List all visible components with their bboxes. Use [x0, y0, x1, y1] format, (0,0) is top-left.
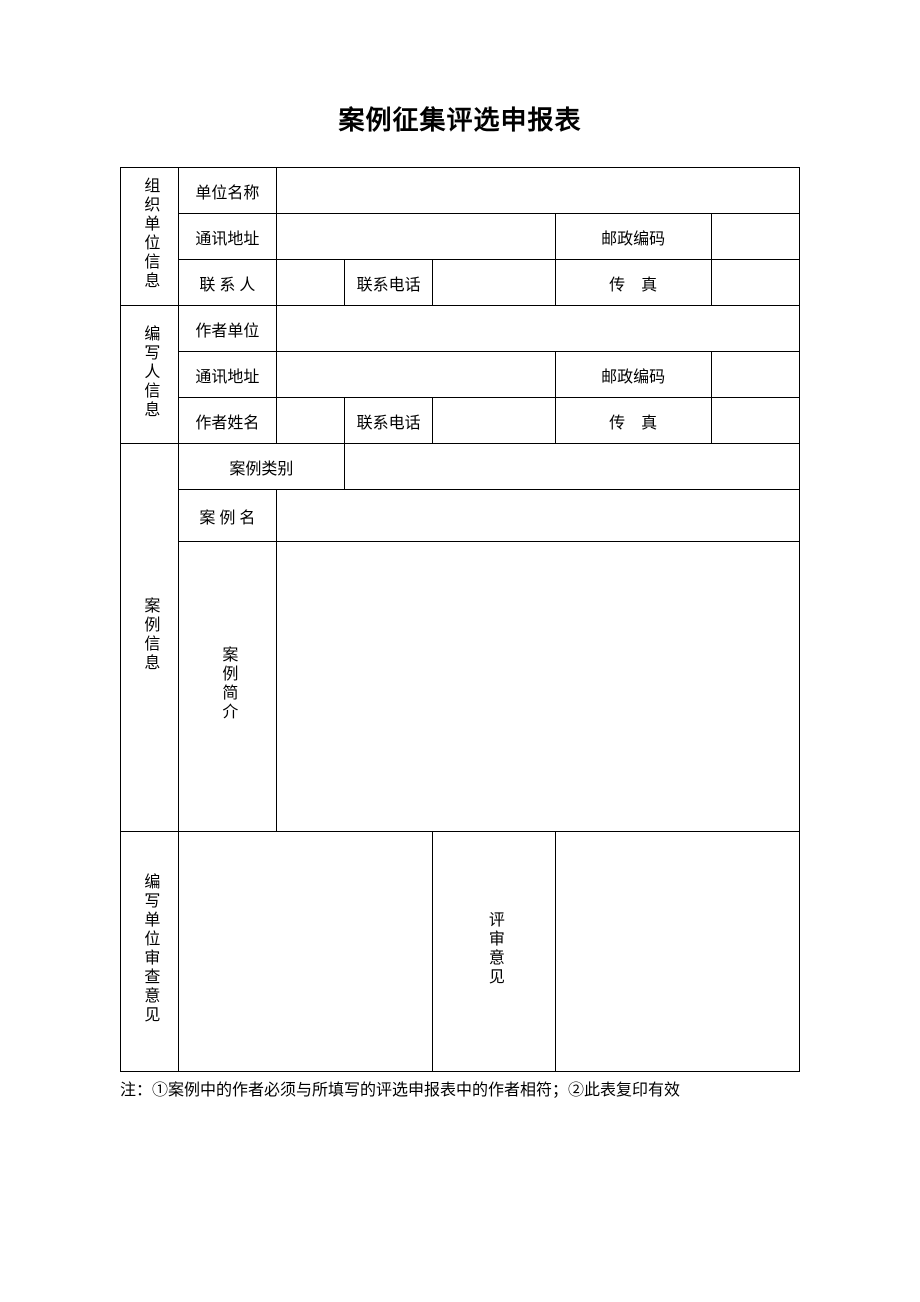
section4-header2: 评审意见	[433, 832, 555, 1072]
value-org-contact[interactable]	[277, 260, 345, 306]
label-case-category: 案例类别	[178, 444, 344, 490]
label-author-address: 通讯地址	[178, 352, 276, 398]
value-author-fax[interactable]	[711, 398, 799, 444]
section1-header: 组织单位信息	[121, 168, 179, 306]
value-case-name[interactable]	[277, 490, 800, 542]
label-author-phone: 联系电话	[345, 398, 433, 444]
label-case-name: 案 例 名	[178, 490, 276, 542]
value-author-name[interactable]	[277, 398, 345, 444]
section2-header: 编写人信息	[121, 306, 179, 444]
value-unit-name[interactable]	[277, 168, 800, 214]
label-org-fax: 传 真	[555, 260, 711, 306]
value-org-phone[interactable]	[433, 260, 555, 306]
form-table: 组织单位信息 单位名称 通讯地址 邮政编码 联 系 人 联系电话 传 真 编写人…	[120, 167, 800, 1072]
value-case-category[interactable]	[345, 444, 800, 490]
label-author-name: 作者姓名	[178, 398, 276, 444]
label-author-postcode: 邮政编码	[555, 352, 711, 398]
label-case-brief: 案例简介	[178, 542, 276, 832]
value-eval-review[interactable]	[555, 832, 799, 1072]
label-org-address: 通讯地址	[178, 214, 276, 260]
label-author-fax: 传 真	[555, 398, 711, 444]
label-org-contact: 联 系 人	[178, 260, 276, 306]
section4-header1: 编写单位审查意见	[121, 832, 179, 1072]
value-unit-review[interactable]	[178, 832, 433, 1072]
value-org-fax[interactable]	[711, 260, 799, 306]
value-org-address[interactable]	[277, 214, 555, 260]
value-org-postcode[interactable]	[711, 214, 799, 260]
value-author-phone[interactable]	[433, 398, 555, 444]
value-author-unit[interactable]	[277, 306, 800, 352]
label-org-postcode: 邮政编码	[555, 214, 711, 260]
label-unit-name: 单位名称	[178, 168, 276, 214]
value-case-brief[interactable]	[277, 542, 800, 832]
footnote: 注：①案例中的作者必须与所填写的评选申报表中的作者相符；②此表复印有效	[120, 1078, 800, 1104]
label-org-phone: 联系电话	[345, 260, 433, 306]
page-title: 案例征集评选申报表	[120, 100, 800, 137]
section3-header: 案例信息	[121, 444, 179, 832]
value-author-postcode[interactable]	[711, 352, 799, 398]
label-author-unit: 作者单位	[178, 306, 276, 352]
value-author-address[interactable]	[277, 352, 555, 398]
